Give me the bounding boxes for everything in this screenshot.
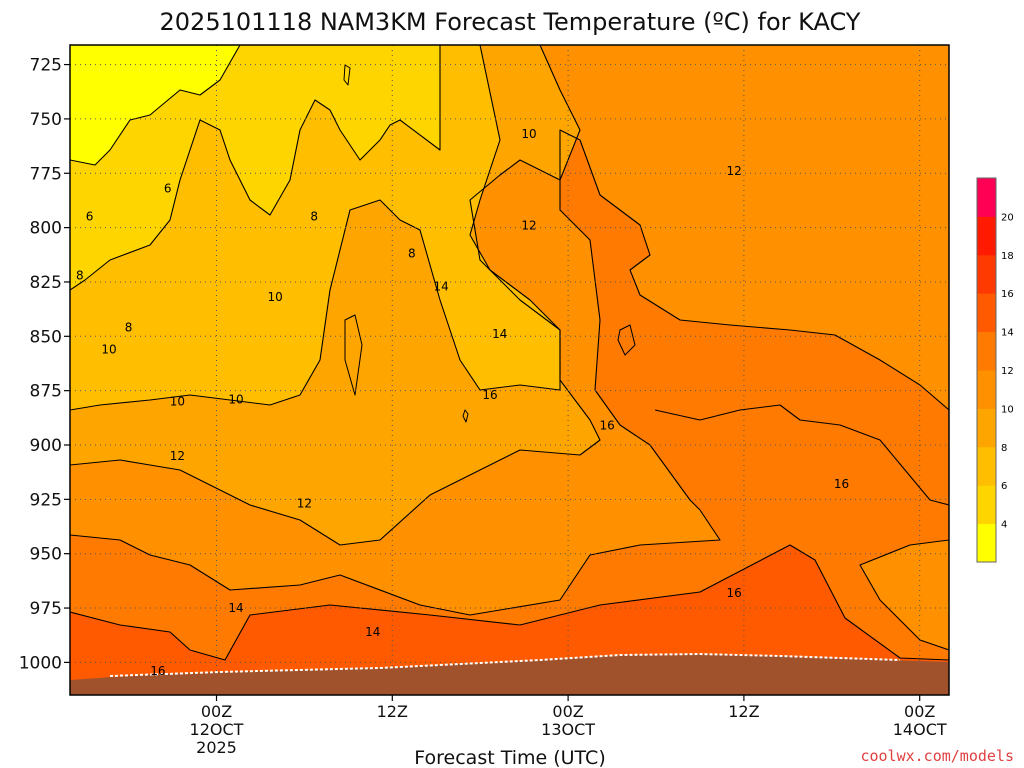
contour-detail-b [617,324,636,356]
x-tick-label: 00Z [552,702,583,721]
colorbar-frame [976,177,997,563]
contour-line-6 [70,45,241,166]
contour-label: 16 [600,418,615,432]
contour-label: 14 [365,625,380,639]
colorbar: 4 6 8 10 12 14 16 18 20 [976,177,1014,563]
contour-label: 10 [521,127,536,141]
contour-label: 16 [482,388,497,402]
colorbar-label: 16 [1001,289,1014,300]
y-tick-label: 825 [30,273,62,293]
y-tick-label: 875 [30,382,62,402]
colorbar-swatch [977,523,996,563]
colorbar-swatch [977,178,996,217]
colorbar-label: 4 [1001,520,1007,531]
colorbar-swatch [977,331,996,371]
plot-frame [69,44,950,696]
grid-lines [70,45,949,695]
contour-label: 10 [228,392,243,406]
contour-line-14 [70,129,949,616]
colorbar-label: 18 [1001,251,1014,262]
contour-line-16b [654,404,949,506]
x-tick-label: 12OCT [190,720,244,739]
x-tick-label: 00Z [201,702,232,721]
band-4-6 [70,45,240,165]
contour-line-14b [859,539,949,651]
y-tick-label: 750 [30,110,62,130]
contour-label: 10 [170,395,185,409]
colorbar-label: 8 [1001,443,1007,454]
x-axis-label: Forecast Time (UTC) [414,747,605,768]
contour-label: 12 [726,164,741,178]
x-tick-label: 2025 [196,738,237,757]
contour-label: 8 [310,210,318,224]
contour-line-8 [70,45,441,291]
contour-label: 8 [408,247,416,261]
x-tick-label: 12Z [377,702,408,721]
y-tick-label: 900 [30,436,62,456]
colorbar-swatch [977,485,996,525]
contour-line-12 [70,45,601,546]
colorbar-swatch [977,408,996,448]
contour-label: 14 [228,601,243,615]
chart-title: 2025101118 NAM3KM Forecast Temperature (… [160,8,861,36]
contour-label: 14 [492,327,507,341]
plot-area [70,45,949,695]
contour-label: 16 [834,477,849,491]
colorbar-label: 6 [1001,481,1007,492]
contour-label: 12 [297,497,312,511]
x-tick-label: 14OCT [893,720,947,739]
contour-labels: 6 6 8 8 8 8 10 10 10 10 10 12 12 12 12 14 14 14 14 16 16 16 16… [76,127,849,678]
y-tick-label: 800 [30,219,62,239]
x-tick-label: 13OCT [541,720,595,739]
y-tick-label: 975 [30,599,62,619]
colorbar-label: 10 [1001,404,1014,415]
y-tick-label: 950 [30,545,62,565]
contour-label: 14 [433,279,448,293]
credit-text: coolwx.com/models [860,747,1014,765]
y-tick-label: 925 [30,490,62,510]
colorbar-swatch [977,446,996,486]
contour-label: 16 [150,664,165,678]
contour-detail-d [462,409,469,423]
x-tick-label: 00Z [904,702,935,721]
y-tick-label: 1000 [19,653,62,673]
colorbar-swatch [977,370,996,409]
colorbar-label: 20 [1001,212,1014,223]
terrain-ground [70,654,949,695]
contour-label: 8 [76,268,84,282]
colorbar-label: 12 [1001,366,1014,377]
contour-label: 8 [125,321,133,335]
contour-detail-a [344,314,363,396]
contour-detail-c [343,64,351,86]
y-tick-label: 850 [30,327,62,347]
colorbar-swatch [977,293,996,333]
colorbar-swatch [977,254,996,294]
contour-label: 6 [164,181,172,195]
contour-label: 16 [726,586,741,600]
terrain-edge [109,652,901,677]
contour-line-16 [70,544,949,661]
colorbar-swatch [977,216,996,256]
y-axis: 725 750 775 800 825 850 875 900 925 950 975 1000 [19,56,70,673]
x-tick-label: 12Z [728,702,759,721]
contour-label: 12 [521,218,536,232]
contour-label: 12 [170,449,185,463]
contour-label: 10 [267,290,282,304]
y-tick-label: 775 [30,164,62,184]
colorbar-label: 14 [1001,328,1014,339]
contour-label: 10 [101,342,116,356]
y-tick-label: 725 [30,56,62,76]
contour-label: 6 [86,210,94,224]
